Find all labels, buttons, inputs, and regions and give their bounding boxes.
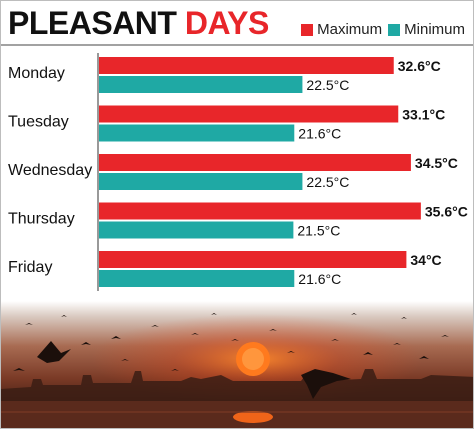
category-label-thursday: Thursday — [8, 211, 75, 228]
data-label-minimum-monday: 22.5°C — [306, 77, 349, 93]
bar-minimum-tuesday — [99, 124, 295, 142]
legend-swatch-maximum — [301, 23, 314, 36]
legend-swatch-minimum — [388, 23, 401, 36]
sun-reflection — [233, 411, 273, 423]
bar-minimum-wednesday — [99, 173, 303, 190]
legend-item-minimum: Minimum — [388, 21, 465, 38]
title-word-days: DAYS — [184, 5, 269, 41]
bar-maximum-monday — [99, 57, 394, 74]
bar-maximum-thursday — [99, 202, 421, 220]
category-label-wednesday: Wednesday — [8, 162, 92, 179]
city-skyline — [1, 369, 473, 406]
data-label-minimum-thursday: 21.5°C — [297, 223, 340, 239]
legend-label-maximum: Maximum — [317, 21, 383, 38]
category-label-tuesday: Tuesday — [8, 114, 69, 131]
category-label-monday: Monday — [8, 65, 65, 82]
bar-minimum-friday — [99, 270, 295, 287]
data-label-maximum-wednesday: 34.5°C — [415, 155, 458, 171]
birds — [13, 313, 449, 399]
legend-item-maximum: Maximum — [301, 21, 382, 38]
title-word-pleasant: PLEASANT — [8, 5, 177, 41]
data-label-maximum-monday: 32.6°C — [398, 58, 441, 74]
sunset-birds-photo — [1, 301, 473, 428]
data-label-maximum-tuesday: 33.1°C — [402, 107, 445, 123]
bar-maximum-wednesday — [99, 154, 411, 171]
data-label-minimum-wednesday: 22.5°C — [306, 174, 349, 190]
category-label-friday: Friday — [8, 259, 52, 276]
data-label-maximum-friday: 34°C — [410, 252, 441, 268]
data-label-minimum-tuesday: 21.6°C — [298, 126, 341, 142]
page-title: PLEASANT DAYS — [8, 5, 269, 41]
bar-maximum-friday — [99, 251, 407, 268]
bar-minimum-thursday — [99, 221, 294, 239]
bar-maximum-tuesday — [99, 105, 399, 123]
bars-group: Monday 32.6°C 22.5°C Tuesday 33.1°C 21.6°C Wed… — [8, 57, 468, 287]
legend-label-minimum: Minimum — [404, 21, 465, 38]
temperature-bar-chart: Monday 32.6°C 22.5°C Tuesday 33.1°C 21.6°C Wed… — [1, 44, 473, 291]
chart-legend: Maximum Minimum — [295, 21, 465, 38]
data-label-minimum-friday: 21.6°C — [298, 271, 341, 287]
bar-minimum-monday — [99, 76, 303, 93]
data-label-maximum-thursday: 35.6°C — [425, 204, 468, 220]
